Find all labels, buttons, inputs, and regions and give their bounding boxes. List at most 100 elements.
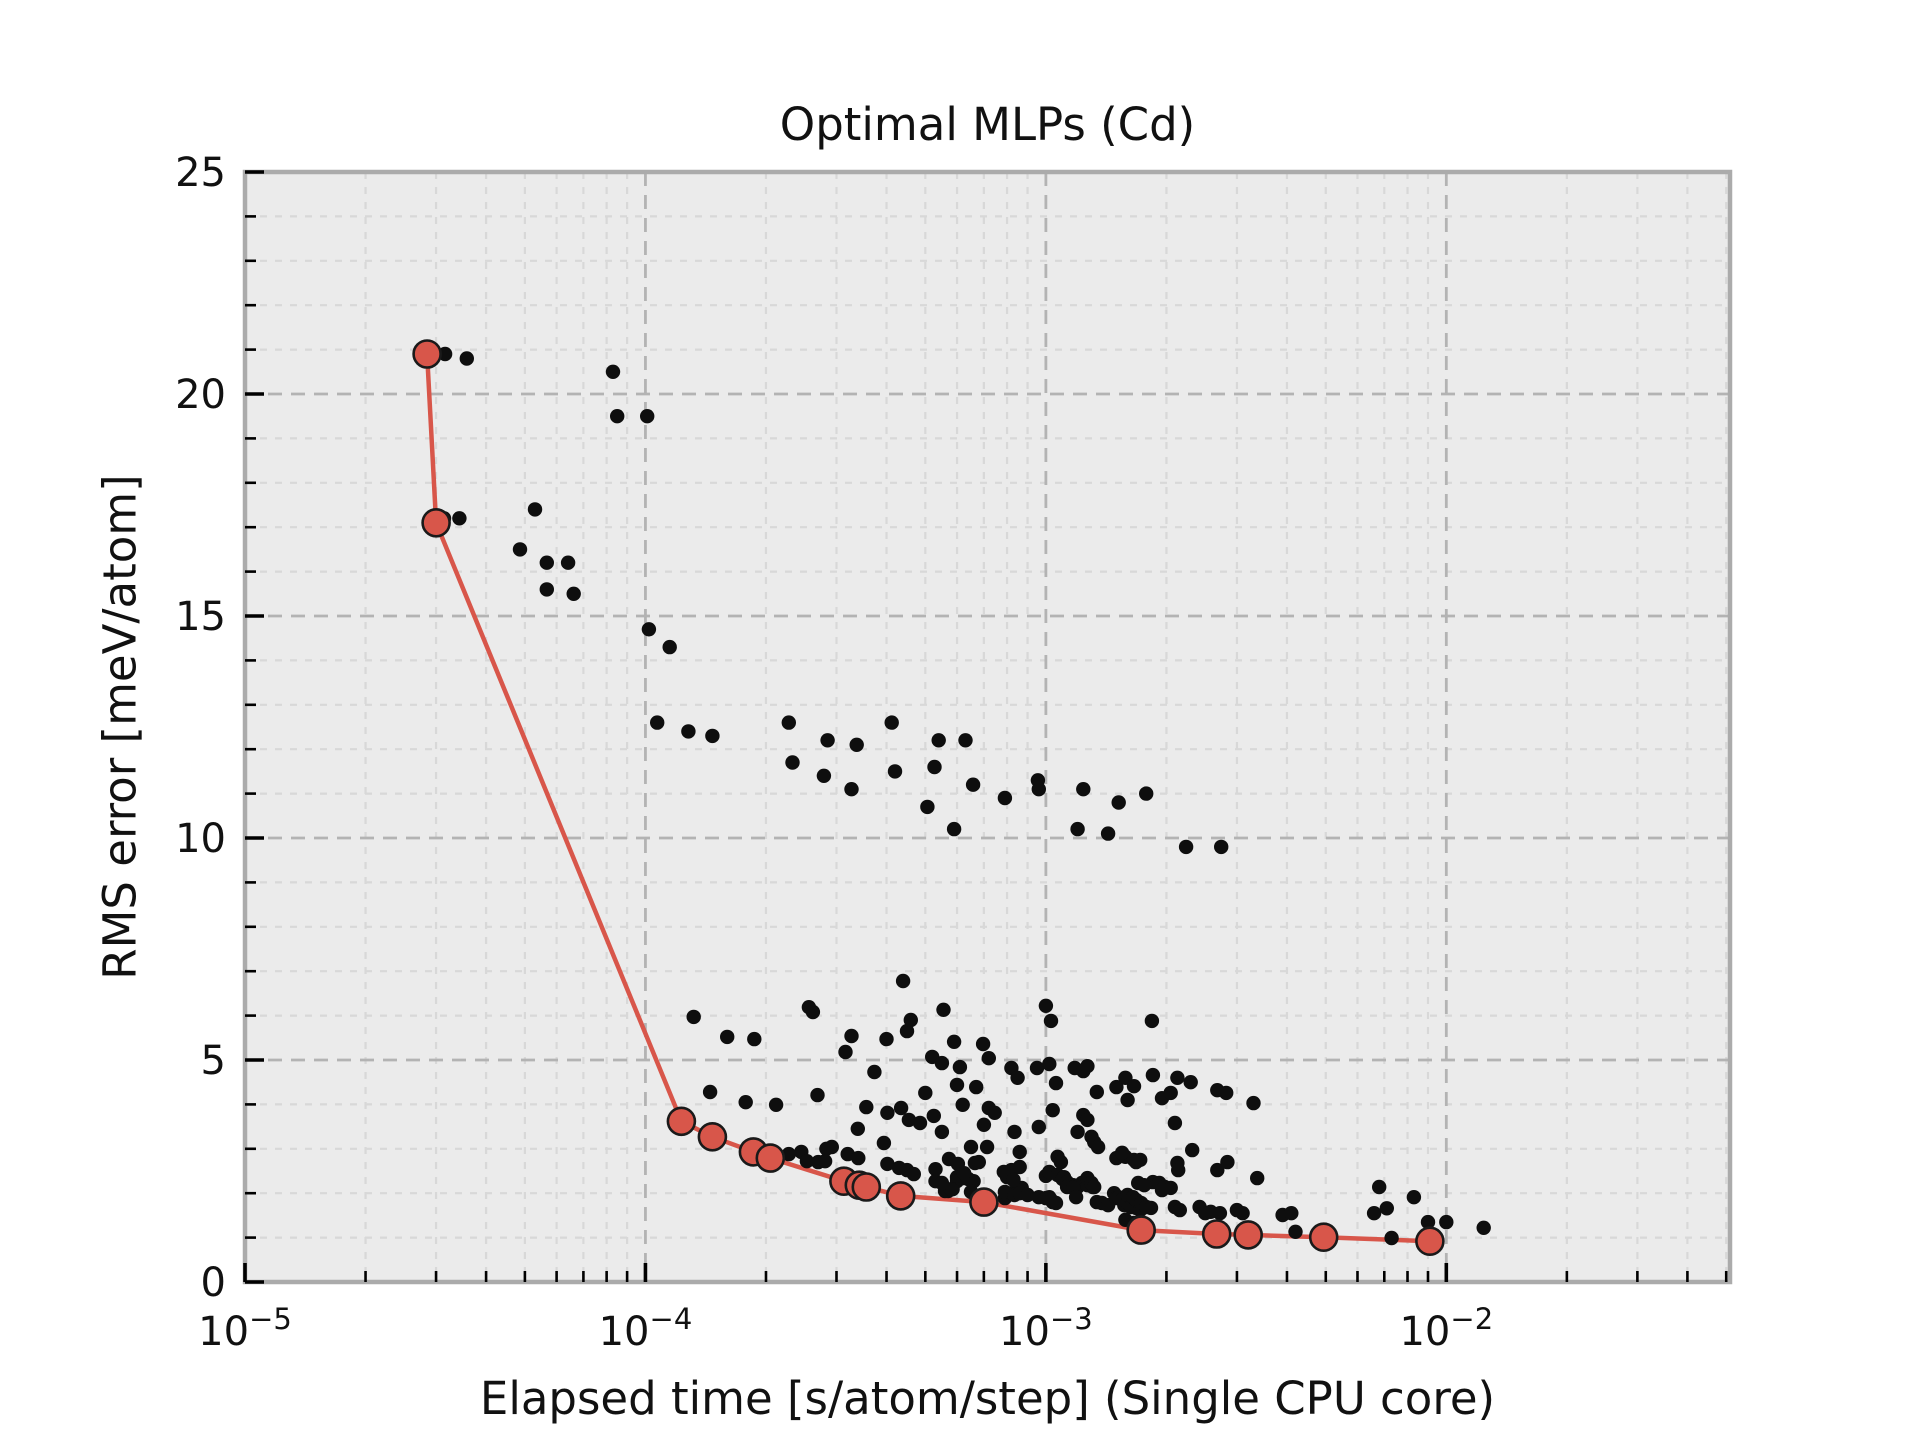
scatter-point [1137,1178,1152,1193]
plot-border [242,169,1733,1285]
scatter-point [996,1164,1011,1180]
scatter-point [936,1002,951,1017]
scatter-point [1284,1206,1299,1221]
scatter-point [838,1044,853,1060]
scatter-point [956,1166,972,1181]
scatter-point [768,1097,784,1113]
scatter-point [1219,1085,1234,1101]
scatter-point [1111,795,1126,810]
scatter-point [1172,1202,1188,1218]
pareto-point [1233,1220,1263,1250]
scatter-point [1143,1200,1159,1216]
scatter-point [1139,786,1154,801]
y-tick-label: 5 [201,1038,226,1084]
plot-area [245,172,1730,1282]
scatter-point [981,1051,996,1066]
pareto-point [885,1181,916,1211]
scatter-point [1087,1179,1102,1195]
scatter-point [781,715,796,730]
scatter-point [1068,1190,1084,1205]
scatter-point [785,755,800,770]
scatter-point [912,1115,928,1131]
scatter-point [1076,782,1091,797]
y-tick-label: 0 [201,1260,226,1306]
scatter-point [781,1146,796,1162]
scatter-point [934,1175,950,1191]
x-tick-label: 10−2 [1399,1302,1493,1355]
scatter-point [1053,1154,1069,1170]
pareto-point [755,1143,786,1173]
scatter-point [979,1139,995,1155]
scatter-point [1145,1067,1161,1083]
scatter-point [1109,1079,1124,1095]
scatter-point [681,724,696,739]
scatter-point [1126,1079,1142,1094]
scatter-point [566,586,581,601]
scatter-point [539,555,554,570]
scatter-point [952,1059,968,1075]
scatter-point [1048,1075,1064,1091]
scatter-point [901,1112,917,1128]
scatter-point [1171,1162,1186,1178]
scatter-point [891,1160,907,1176]
scatter-point [452,511,467,526]
scatter-point [975,1036,991,1052]
scatter-point [1031,782,1047,797]
scatter-point [1006,1172,1021,1188]
scatter-point [1384,1230,1399,1246]
x-axis-label: Elapsed time [s/atom/step] (Single CPU c… [479,1372,1496,1425]
scatter-point [850,1121,865,1137]
scatter-point [1235,1206,1250,1221]
pareto-point [1308,1222,1339,1252]
scatter-point [934,1124,950,1140]
scatter-point [605,364,621,379]
scatter-point [1144,1013,1160,1029]
scatter-point [1012,1144,1027,1160]
scatter-point [1029,1060,1045,1076]
scatter-point [720,1029,735,1045]
scatter-point [512,542,528,557]
scatter-point [702,1084,718,1100]
scatter-point [879,1031,894,1047]
scatter-point [931,733,946,748]
pareto-point [666,1106,697,1137]
scatter-point [1080,1059,1095,1074]
scatter-point [662,639,677,655]
scatter-point [819,1141,834,1157]
scatter-point [928,1162,943,1177]
scatter-point [880,1156,895,1172]
scatter-point [817,1154,833,1169]
scatter-point [799,1154,815,1169]
y-tick-label: 10 [175,816,226,862]
scatter-point [893,1100,909,1116]
scatter-point [820,733,835,748]
scatter-point [1183,1075,1198,1090]
scatter-point [560,555,576,570]
y-tick-label: 25 [175,150,226,196]
scatter-point [906,1166,921,1182]
pareto-point [421,507,451,538]
scatter-point [1010,1070,1025,1086]
scatter-point [934,1055,950,1071]
scatter-point [965,777,981,792]
scatter-point [1185,1142,1200,1158]
scatter-point [527,502,543,517]
scatter-point [1288,1224,1303,1240]
scatter-point [1043,1192,1059,1208]
scatter-point [641,622,657,637]
minor-gridlines [245,172,1730,1282]
scatter-point [844,782,859,797]
scatter-point [955,1097,970,1113]
scatter-point [926,1108,941,1124]
scatter-point [1420,1214,1436,1230]
pareto-point [697,1122,728,1152]
scatter-point [816,768,832,783]
scatter-point [946,821,962,837]
scatter-point [884,715,899,730]
scatter-point [1120,1092,1135,1108]
scatter-point [1133,1152,1148,1168]
scatter-point [946,1034,962,1050]
scatter-point [1070,821,1085,837]
scatter-point [1379,1201,1395,1216]
scatter-point [844,1028,859,1044]
